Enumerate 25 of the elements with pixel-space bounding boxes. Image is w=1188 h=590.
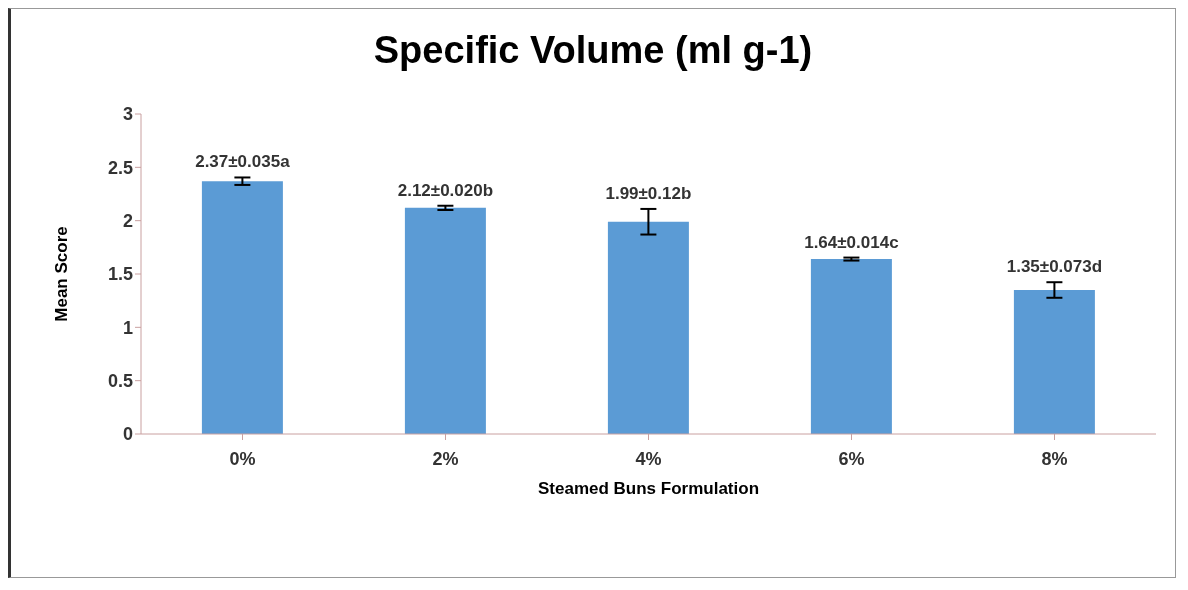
chart-title: Specific Volume (ml g-1) bbox=[372, 28, 814, 73]
x-tick-label: 4% bbox=[635, 448, 662, 469]
data-label: 1.35±0.073d bbox=[1006, 257, 1103, 277]
x-tick-label: 8% bbox=[1041, 448, 1068, 469]
y-tick-label: 2.5 bbox=[107, 157, 133, 178]
bar bbox=[1013, 290, 1095, 434]
y-tick-label: 1.5 bbox=[107, 264, 133, 285]
y-axis-title: Mean Score bbox=[52, 226, 72, 322]
bar bbox=[607, 221, 689, 434]
x-axis-title: Steamed Buns Formulation bbox=[537, 479, 760, 498]
data-label: 2.12±0.020b bbox=[397, 180, 494, 200]
bar bbox=[201, 181, 283, 434]
y-tick-label: 2 bbox=[122, 211, 133, 232]
y-tick-label: 3 bbox=[122, 104, 133, 125]
bar bbox=[404, 207, 486, 434]
x-tick-label: 6% bbox=[838, 448, 865, 469]
data-label: 2.37±0.035a bbox=[195, 152, 291, 172]
x-tick-label: 0% bbox=[229, 448, 256, 469]
y-tick-label: 0 bbox=[122, 424, 133, 445]
y-tick-label: 1 bbox=[122, 317, 133, 338]
data-label: 1.64±0.014c bbox=[804, 232, 899, 252]
x-tick-label: 2% bbox=[432, 448, 459, 469]
data-label: 1.99±0.12b bbox=[605, 183, 692, 203]
y-tick-label: 0.5 bbox=[107, 371, 133, 392]
bar bbox=[810, 259, 892, 434]
